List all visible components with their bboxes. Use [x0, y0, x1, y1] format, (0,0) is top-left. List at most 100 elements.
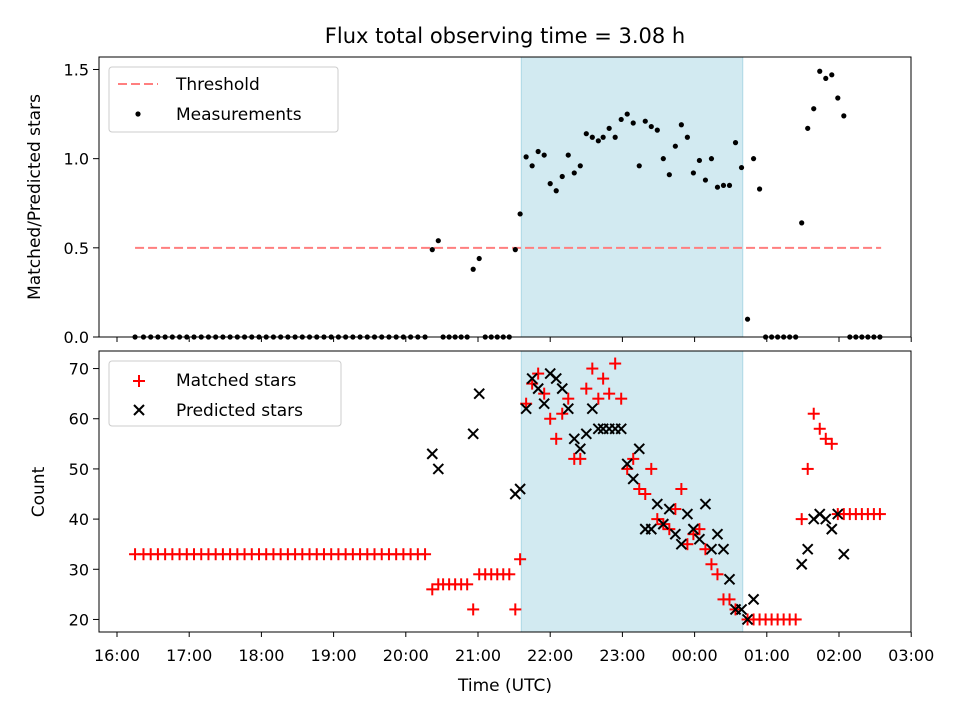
- predicted-star-point: [717, 543, 730, 555]
- matched-star-point: [681, 538, 694, 551]
- predicted-star-point: [820, 513, 832, 525]
- matched-star-point: [873, 508, 886, 521]
- measurement-point: [595, 138, 601, 144]
- top-panel: 0.0 0.5 1.0 1.5 Matched/Predicted stars Thr…: [25, 56, 912, 347]
- predicted-star-point: [568, 433, 580, 445]
- measurement-point: [708, 156, 715, 162]
- matched-star-point: [586, 362, 599, 375]
- predicted-star-point: [556, 382, 568, 395]
- matched-star-point: [514, 553, 527, 566]
- measurement-point: [529, 163, 535, 169]
- matched-star-point: [723, 593, 736, 606]
- predicted-star-point: [467, 428, 479, 440]
- matched-star-point: [556, 407, 569, 420]
- predicted-star-point: [705, 543, 718, 555]
- measurement-point: [841, 113, 847, 119]
- y-tick-label: 40: [69, 510, 89, 529]
- matched-star-point: [509, 603, 522, 616]
- matched-star-point: [807, 407, 820, 420]
- measurement-point: [565, 152, 571, 158]
- y-tick-label: 0.0: [64, 328, 89, 347]
- predicted-star-point: [621, 458, 633, 470]
- y-tick-label: 1.0: [64, 150, 89, 169]
- y-tick-label: 0.5: [64, 239, 89, 258]
- measurement-point: [805, 125, 811, 131]
- matched-star-point: [795, 513, 808, 526]
- measurement-point: [612, 134, 618, 140]
- predicted-star-point: [687, 523, 700, 535]
- matched-star-point: [597, 372, 610, 385]
- matched-star-point: [711, 568, 724, 581]
- measurement-point: [429, 247, 435, 253]
- x-tick-label: 18:00: [238, 646, 284, 665]
- predicted-star-point: [538, 397, 550, 410]
- legend-matched-label: Matched stars: [176, 371, 296, 391]
- predicted-star-point: [663, 503, 676, 515]
- legend-predicted-swatch: [133, 404, 145, 416]
- legend-measurements-label: Measurements: [176, 105, 302, 125]
- matched-star-point: [699, 543, 712, 556]
- predicted-star-point: [657, 518, 670, 530]
- y-tick-label: 60: [69, 410, 89, 429]
- matched-star-point: [550, 432, 563, 445]
- measurement-point: [823, 75, 829, 82]
- legend-measurements-swatch: [135, 111, 141, 117]
- x-tick-label: 16:00: [94, 646, 140, 665]
- measurement-point: [512, 247, 518, 253]
- measurement-point: [517, 211, 523, 217]
- measurement-point: [738, 164, 745, 171]
- predicted-star-point: [592, 423, 605, 435]
- measurement-point: [571, 170, 577, 176]
- matched-star-point: [580, 382, 593, 395]
- y-tick-label: 50: [69, 460, 89, 479]
- measurement-point: [678, 122, 684, 128]
- top-y-axis-label: Matched/Predicted stars: [25, 94, 45, 300]
- measurement-point: [559, 173, 565, 180]
- predicted-star-point: [802, 543, 814, 555]
- predicted-star-point: [669, 528, 682, 540]
- legend-matched-swatch: [133, 375, 145, 387]
- matched-star-point: [503, 568, 516, 581]
- x-tick-label: 03:00: [888, 646, 934, 665]
- y-tick-label: 20: [69, 610, 89, 629]
- matched-star-point: [574, 452, 587, 465]
- matched-star-point: [789, 613, 802, 626]
- measurement-point: [654, 127, 660, 133]
- predicted-star-point: [473, 387, 485, 400]
- measurement-point: [547, 181, 553, 187]
- matched-star-point: [813, 422, 826, 435]
- x-tick-label: 23:00: [599, 646, 645, 665]
- measurement-point: [672, 143, 678, 149]
- matched-stars-points: [129, 357, 886, 626]
- matched-star-point: [461, 578, 474, 591]
- top-x-ticks: [116, 337, 912, 342]
- measurement-point: [720, 182, 727, 189]
- matched-star-point: [825, 437, 838, 450]
- matched-star-point: [609, 357, 622, 370]
- x-tick-label: 19:00: [311, 646, 357, 665]
- measurement-point: [618, 116, 624, 123]
- predicted-stars-points: [426, 367, 850, 626]
- predicted-star-point: [633, 443, 645, 455]
- predicted-star-point: [651, 498, 664, 510]
- measurement-point: [714, 184, 721, 190]
- predicted-star-point: [526, 372, 538, 385]
- measurement-point: [435, 238, 441, 244]
- measurement-point: [470, 266, 476, 272]
- bottom-y-ticks: 20 30 40 50 60 70: [69, 360, 99, 629]
- predicted-star-point: [627, 473, 639, 485]
- matched-star-point: [532, 367, 545, 380]
- predicted-star-point: [574, 443, 586, 455]
- matched-star-point: [603, 387, 616, 400]
- measurement-point: [666, 172, 672, 178]
- matched-star-point: [675, 482, 688, 495]
- matched-star-point: [819, 432, 832, 445]
- matched-star-point: [419, 548, 432, 561]
- measurement-point: [726, 182, 733, 189]
- predicted-star-point: [645, 523, 657, 535]
- x-tick-label: 00:00: [672, 646, 718, 665]
- measurement-point: [750, 156, 757, 162]
- measurement-point: [829, 72, 835, 78]
- measurement-point: [835, 95, 841, 101]
- predicted-star-point: [681, 508, 694, 520]
